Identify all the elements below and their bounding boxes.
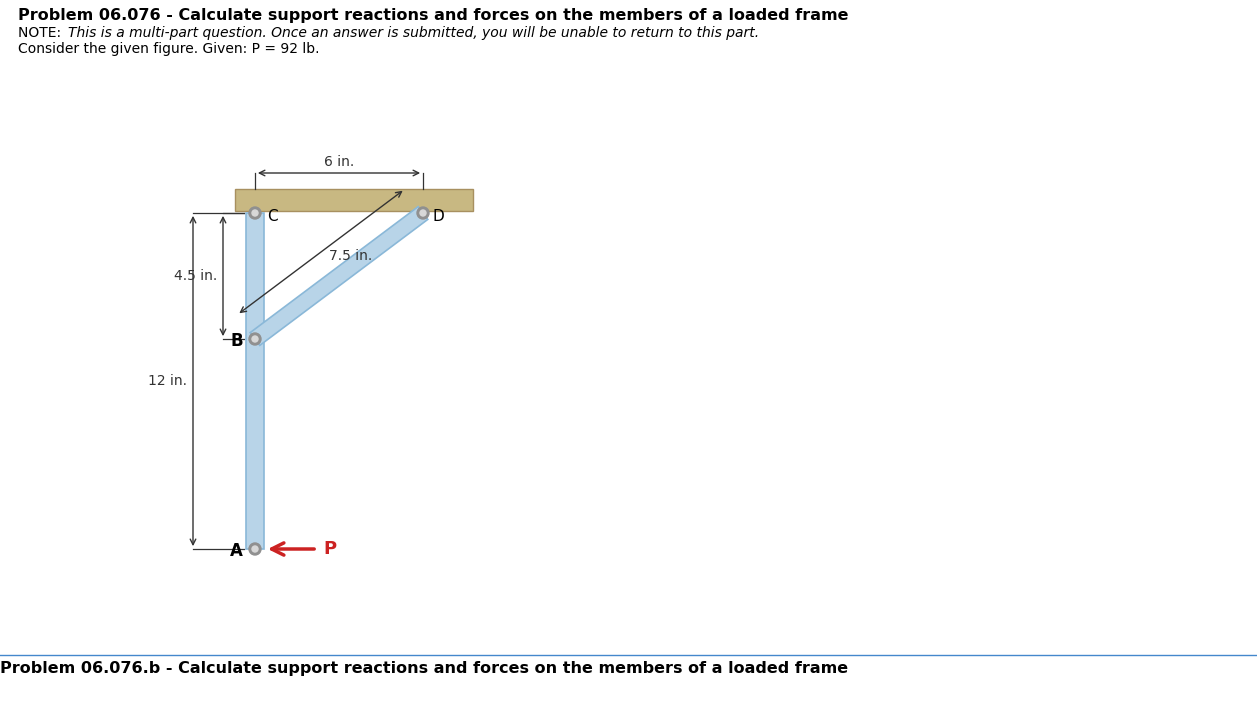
Text: Problem 06.076.b - Calculate support reactions and forces on the members of a lo: Problem 06.076.b - Calculate support rea… (0, 661, 848, 676)
Text: This is a multi-part question. Once an answer is submitted, you will be unable t: This is a multi-part question. Once an a… (68, 26, 759, 40)
Polygon shape (250, 207, 427, 346)
Circle shape (249, 543, 261, 555)
Text: D: D (432, 209, 444, 224)
Bar (246, 213, 264, 549)
Text: 7.5 in.: 7.5 in. (329, 249, 372, 263)
Text: NOTE:: NOTE: (18, 26, 65, 40)
Circle shape (251, 210, 258, 216)
Circle shape (251, 336, 258, 342)
Text: Consider the given figure. Given: P = 92 lb.: Consider the given figure. Given: P = 92… (18, 42, 319, 56)
Text: Problem 06.076 - Calculate support reactions and forces on the members of a load: Problem 06.076 - Calculate support react… (18, 8, 848, 23)
Text: 12 in.: 12 in. (148, 374, 187, 388)
Text: 6 in.: 6 in. (324, 155, 354, 169)
Bar (235, 189, 473, 211)
Text: 4.5 in.: 4.5 in. (173, 269, 217, 283)
Circle shape (249, 333, 261, 345)
Text: C: C (266, 209, 278, 224)
Circle shape (251, 546, 258, 552)
Circle shape (249, 207, 261, 219)
Text: B: B (230, 332, 243, 350)
Text: A: A (230, 542, 243, 560)
Text: P: P (323, 540, 336, 558)
Circle shape (420, 210, 426, 216)
Circle shape (417, 207, 429, 219)
